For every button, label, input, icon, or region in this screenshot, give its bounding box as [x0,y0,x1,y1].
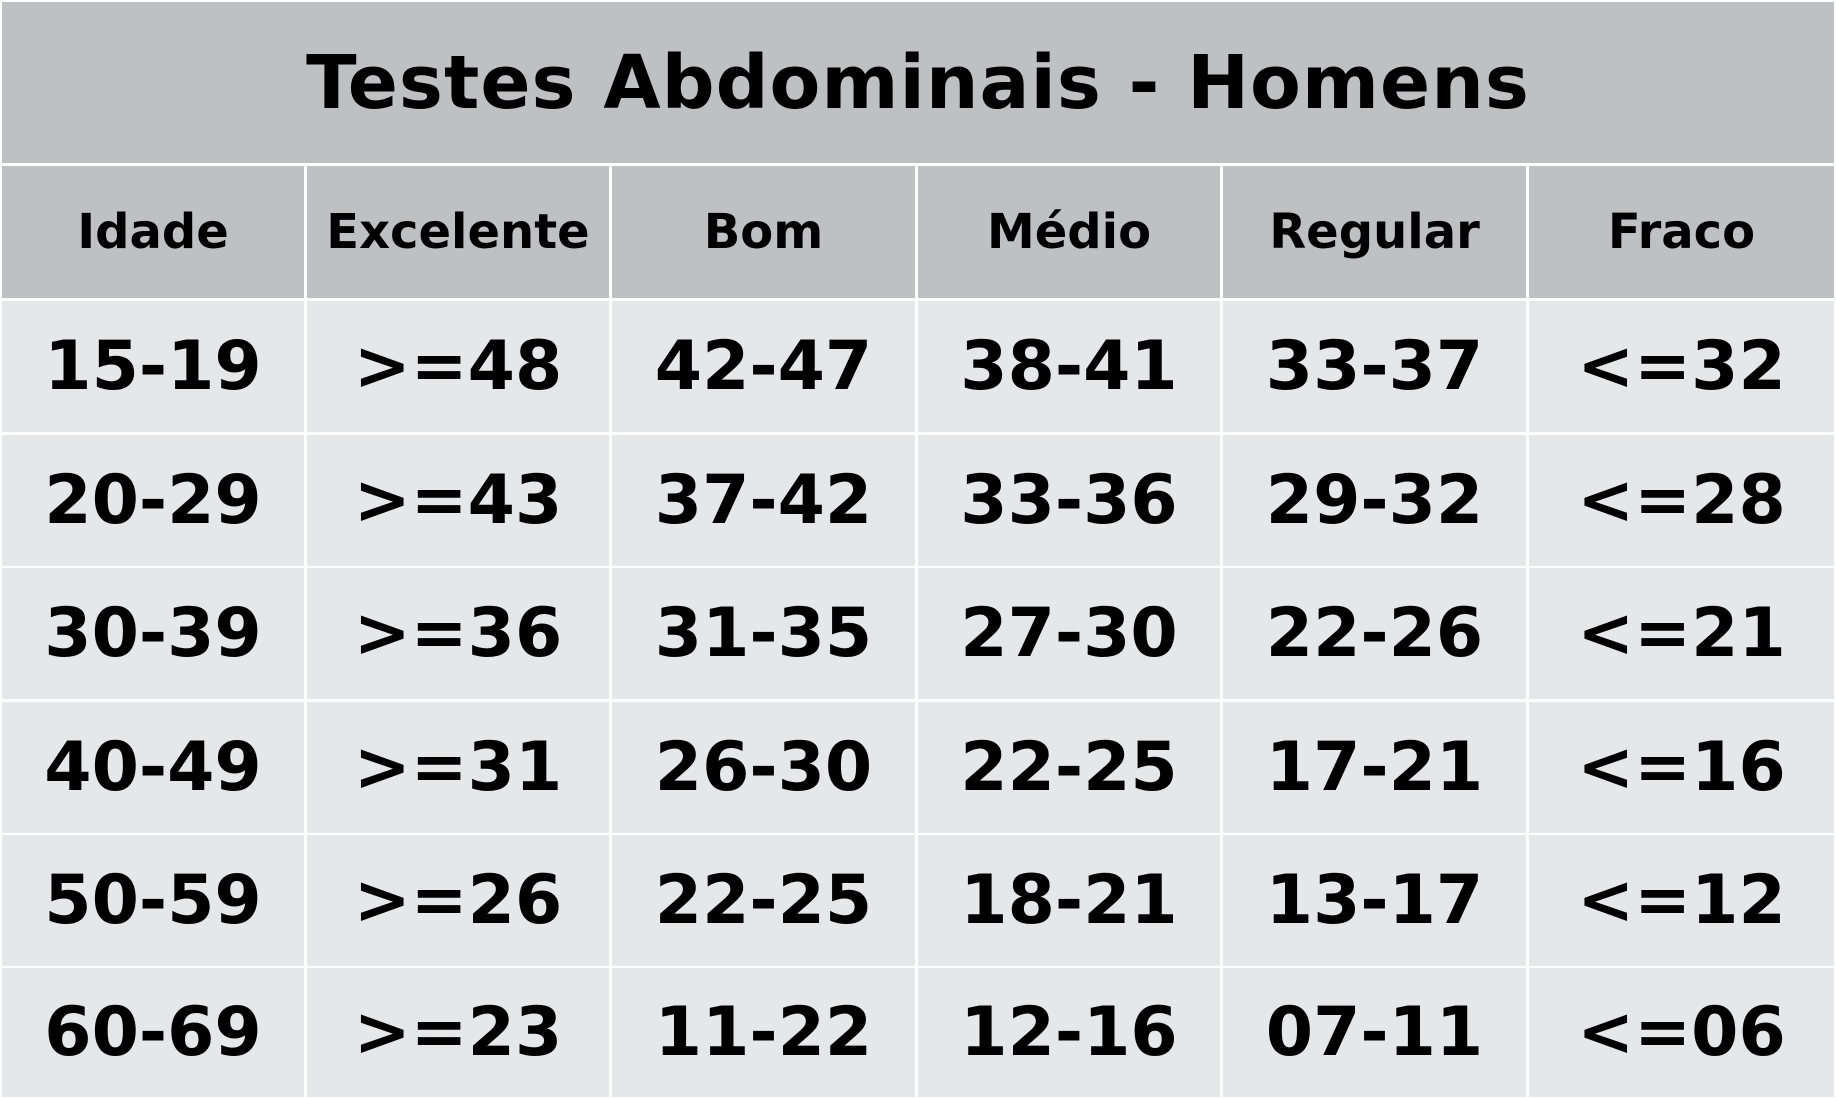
bom-cell: 11-22 [612,968,918,1097]
medio-cell: 12-16 [918,968,1223,1097]
regular-cell: 17-21 [1223,702,1529,833]
regular-cell: 13-17 [1223,835,1529,966]
fraco-cell: <=28 [1529,435,1834,566]
bom-cell: 31-35 [612,568,918,699]
column-header-bom: Bom [612,166,918,298]
fraco-cell: <=06 [1529,968,1834,1097]
age-cell: 40-49 [2,702,307,833]
table-row: 40-49 >=31 26-30 22-25 17-21 <=16 [2,702,1834,833]
age-cell: 60-69 [2,968,307,1097]
table-row: 20-29 >=43 37-42 33-36 29-32 <=28 [2,435,1834,566]
excelente-cell: >=36 [307,568,612,699]
bom-cell: 42-47 [612,301,918,432]
regular-cell: 22-26 [1223,568,1529,699]
regular-cell: 07-11 [1223,968,1529,1097]
medio-cell: 33-36 [918,435,1223,566]
age-cell: 30-39 [2,568,307,699]
excelente-cell: >=43 [307,435,612,566]
age-cell: 20-29 [2,435,307,566]
column-header-regular: Regular [1223,166,1529,298]
column-header-idade: Idade [2,166,307,298]
medio-cell: 18-21 [918,835,1223,966]
table-title: Testes Abdominais - Homens [306,39,1530,126]
table-row: 60-69 >=23 11-22 12-16 07-11 <=06 [2,968,1834,1097]
table-row: 50-59 >=26 22-25 18-21 13-17 <=12 [2,835,1834,966]
fraco-cell: <=21 [1529,568,1834,699]
table-row: 15-19 >=48 42-47 38-41 33-37 <=32 [2,301,1834,432]
fraco-cell: <=12 [1529,835,1834,966]
bom-cell: 37-42 [612,435,918,566]
medio-cell: 38-41 [918,301,1223,432]
excelente-cell: >=48 [307,301,612,432]
excelente-cell: >=23 [307,968,612,1097]
column-header-fraco: Fraco [1529,166,1834,298]
medio-cell: 22-25 [918,702,1223,833]
medio-cell: 27-30 [918,568,1223,699]
bom-cell: 22-25 [612,835,918,966]
column-header-medio: Médio [918,166,1223,298]
regular-cell: 29-32 [1223,435,1529,566]
fraco-cell: <=32 [1529,301,1834,432]
regular-cell: 33-37 [1223,301,1529,432]
fraco-cell: <=16 [1529,702,1834,833]
column-header-excelente: Excelente [307,166,612,298]
age-cell: 15-19 [2,301,307,432]
table-row: 30-39 >=36 31-35 27-30 22-26 <=21 [2,568,1834,699]
title-bar: Testes Abdominais - Homens [2,2,1834,163]
header-row: Idade Excelente Bom Médio Regular Fraco [2,166,1834,298]
excelente-cell: >=26 [307,835,612,966]
age-cell: 50-59 [2,835,307,966]
excelente-cell: >=31 [307,702,612,833]
bom-cell: 26-30 [612,702,918,833]
